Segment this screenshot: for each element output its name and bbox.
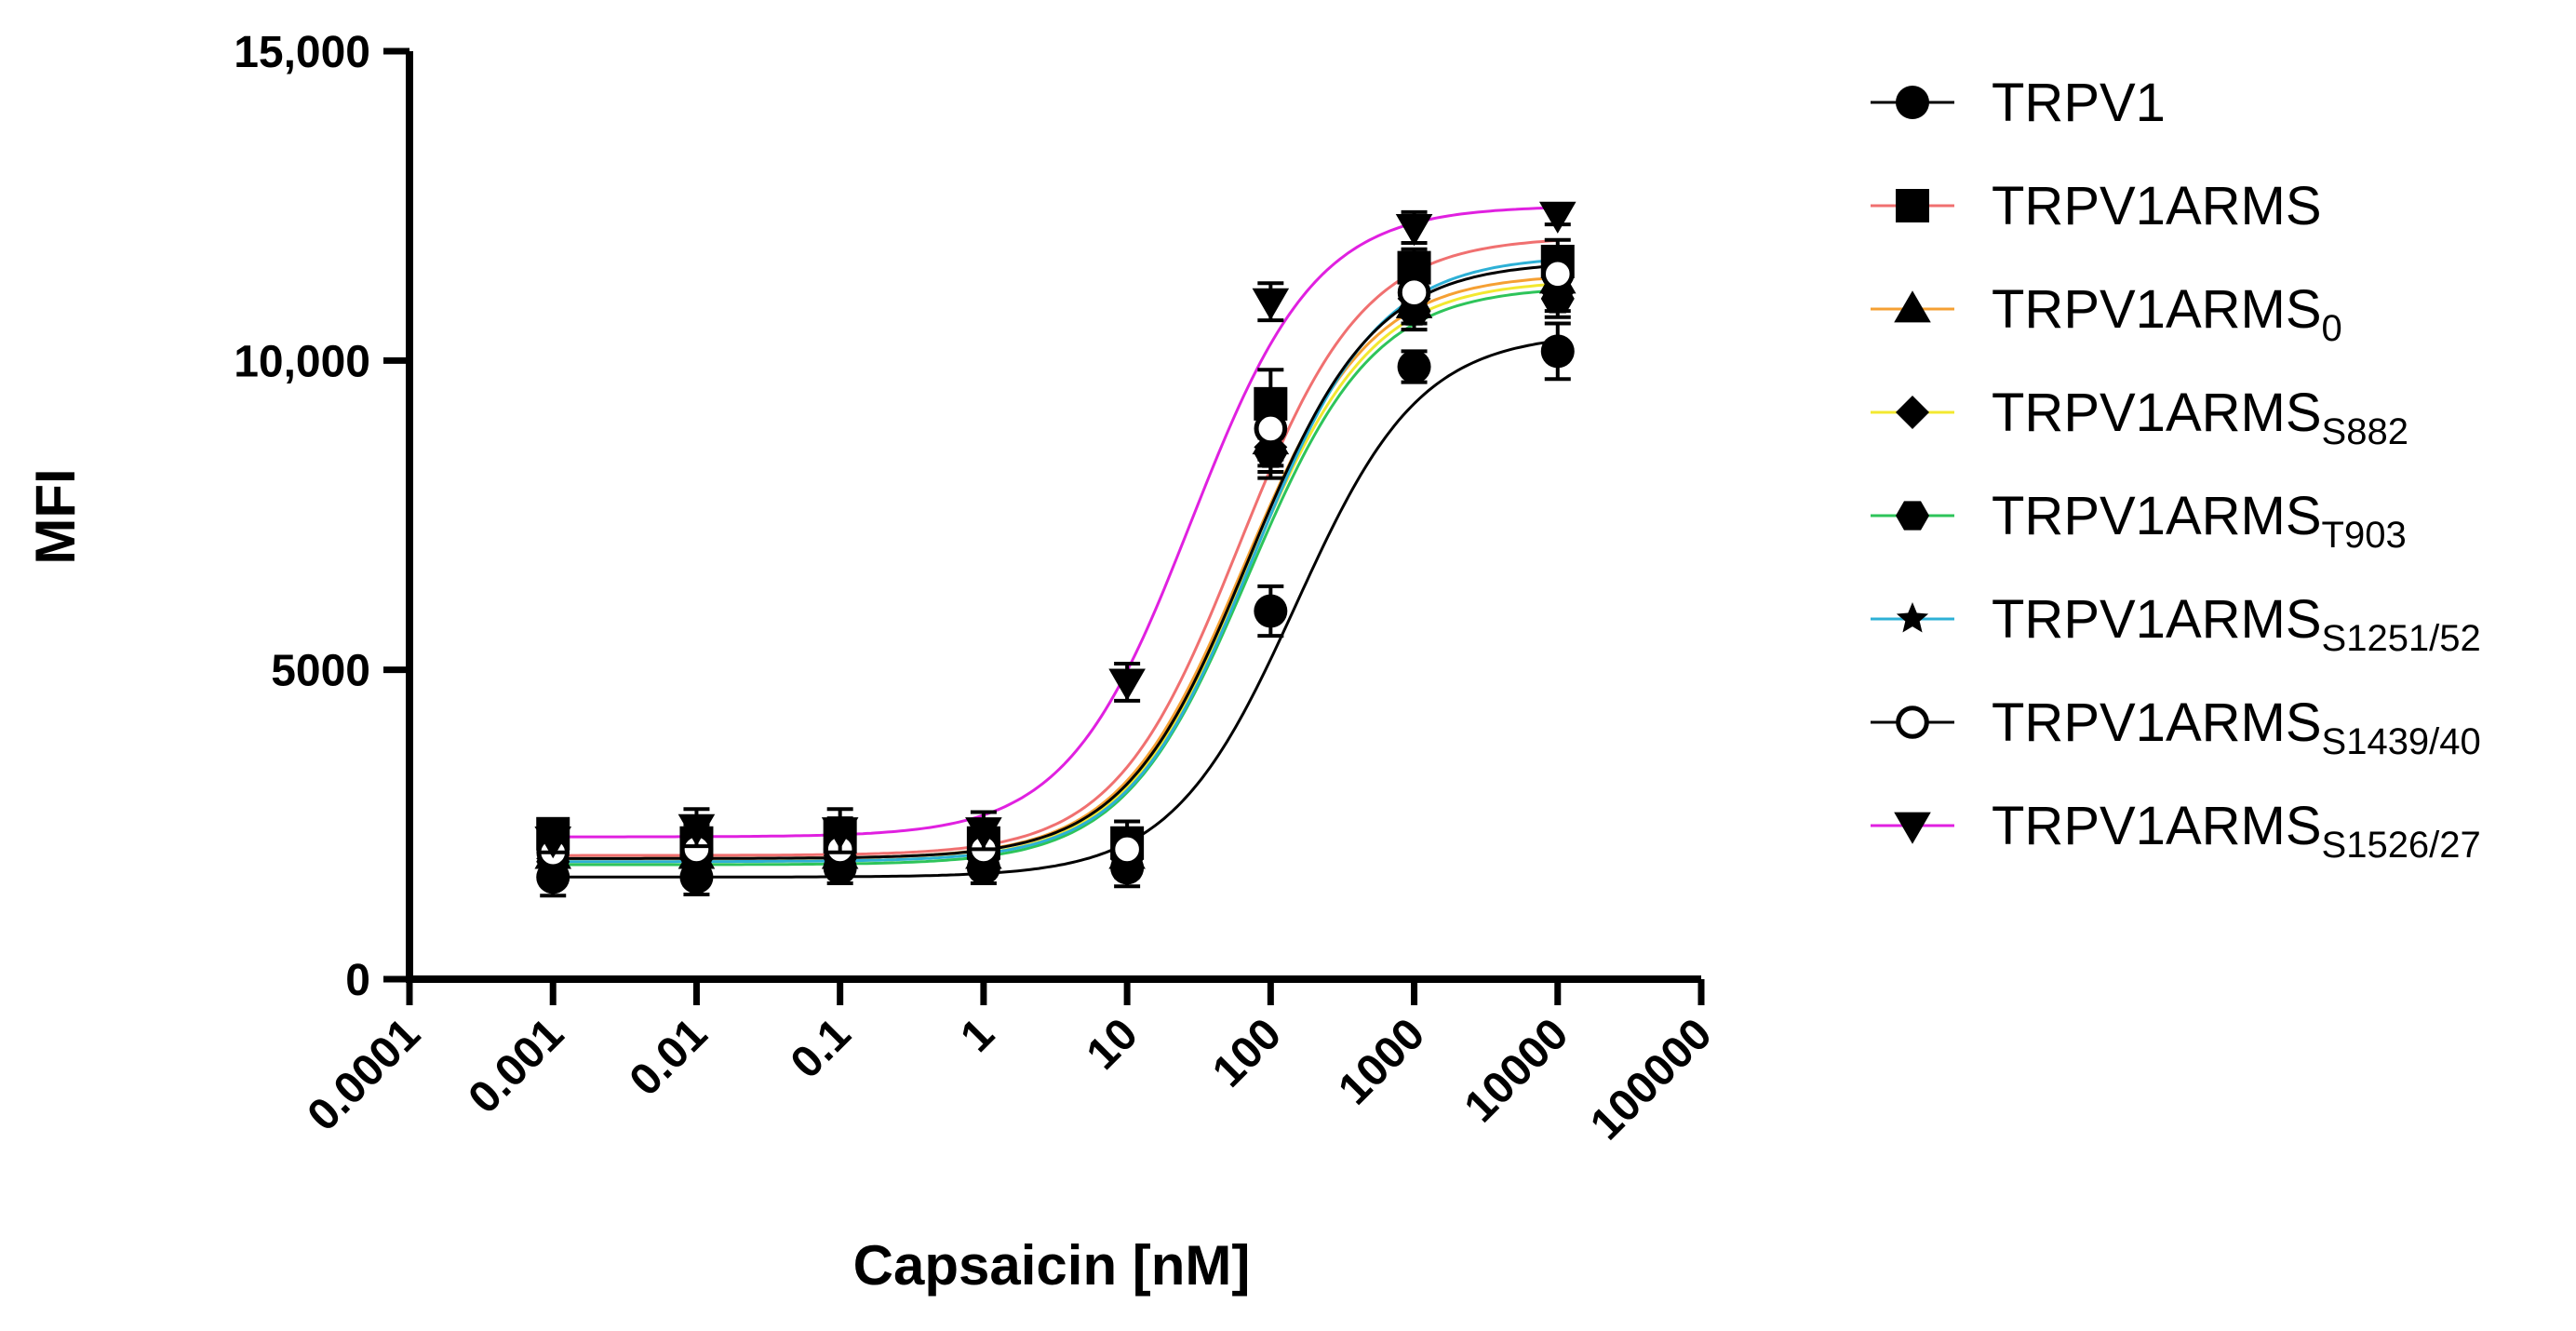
- legend-item-4: TRPV1ARMST903: [1871, 486, 2407, 556]
- legend-label: TRPV1ARMSS1251/52: [1992, 589, 2481, 659]
- data-point-s7-0: [534, 827, 572, 859]
- legend-item-0: TRPV1: [1871, 73, 2166, 133]
- legend-label: TRPV1ARMSS1439/40: [1992, 692, 2481, 762]
- legend-marker: [1894, 290, 1931, 323]
- fit-curves: [553, 206, 1558, 879]
- data-point-s7-7: [1538, 201, 1576, 234]
- x-tick-label: 0.01: [621, 1009, 718, 1106]
- legend-marker: [1896, 189, 1929, 222]
- x-tick-label: 0.1: [782, 1009, 861, 1088]
- data-point-s0-7: [1540, 334, 1575, 369]
- axes: 0.0001 0.001 0.01 0.1 1 10 100 1000 10000 100000 0…: [234, 28, 1722, 1150]
- x-tick-label: 100: [1203, 1009, 1291, 1096]
- data-point-s7-1: [678, 813, 716, 846]
- data-point-s0-5: [1254, 594, 1288, 628]
- data-point-s7-6: [1395, 214, 1433, 247]
- data-point-s6-4: [1110, 832, 1144, 867]
- fit-curve-7: [553, 206, 1558, 839]
- x-axis-title: Capsaicin [nM]: [853, 1234, 1251, 1297]
- y-tick-label: 5000: [271, 647, 370, 696]
- x-tick-label: 0.001: [460, 1009, 573, 1123]
- x-tick-label: 100000: [1581, 1009, 1722, 1150]
- y-tick-label: 15,000: [234, 28, 370, 77]
- data-point-s7-3: [965, 817, 1002, 850]
- fit-curve-6: [553, 263, 1558, 860]
- legend-label: TRPV1ARMSS882: [1992, 383, 2408, 452]
- legend-item-2: TRPV1ARMS0: [1871, 279, 2342, 349]
- legend-item-7: TRPV1ARMSS1526/27: [1871, 796, 2481, 866]
- legend-label: TRPV1ARMS0: [1992, 279, 2342, 349]
- legend-marker: [1896, 86, 1929, 119]
- fit-curve-1: [553, 238, 1558, 857]
- legend-marker: [1896, 396, 1929, 429]
- x-tick-label: 1000: [1329, 1009, 1434, 1114]
- legend-marker: [1896, 706, 1929, 739]
- legend: TRPV1 TRPV1ARMS TRPV1ARMS0 TRPV1ARMSS882 TRP…: [1871, 73, 2481, 866]
- legend-marker: [1896, 602, 1929, 633]
- data-point-s7-5: [1252, 288, 1290, 320]
- data-point-s6-7: [1540, 257, 1575, 291]
- y-tick-label: 10,000: [234, 337, 370, 386]
- fit-curve-4: [553, 289, 1558, 867]
- legend-marker: [1896, 501, 1929, 531]
- data-point-s6-6: [1397, 276, 1431, 310]
- data-point-s6-5: [1254, 411, 1288, 446]
- legend-label: TRPV1ARMSS1526/27: [1992, 796, 2481, 866]
- legend-item-1: TRPV1ARMS: [1871, 176, 2322, 236]
- x-tick-label: 10: [1078, 1009, 1147, 1079]
- y-tick-label: 0: [345, 956, 370, 1005]
- y-axis-title: MFI: [24, 468, 87, 564]
- legend-label: TRPV1: [1992, 73, 2166, 133]
- legend-label: TRPV1ARMST903: [1992, 486, 2407, 556]
- x-tick-label: 10000: [1456, 1009, 1578, 1132]
- data-point-s7-2: [821, 817, 859, 850]
- legend-item-6: TRPV1ARMSS1439/40: [1871, 692, 2481, 762]
- legend-label: TRPV1ARMS: [1992, 176, 2322, 236]
- x-tick-label: 0.0001: [298, 1009, 429, 1140]
- fit-curve-0: [553, 339, 1558, 879]
- data-points: [534, 201, 1576, 898]
- legend-item-5: TRPV1ARMSS1251/52: [1871, 589, 2481, 659]
- x-tick-label: 1: [951, 1009, 1003, 1061]
- data-point-s7-4: [1108, 668, 1146, 701]
- legend-item-3: TRPV1ARMSS882: [1871, 383, 2408, 452]
- legend-marker: [1894, 812, 1931, 844]
- data-point-s0-6: [1397, 349, 1431, 383]
